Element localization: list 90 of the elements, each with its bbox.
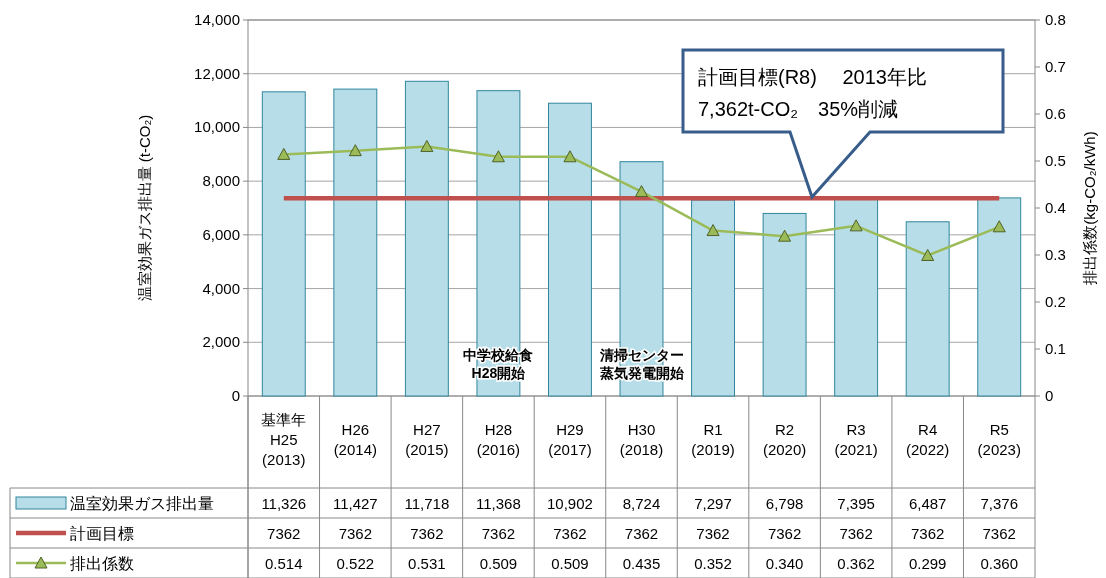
y2-tick-label: 0.3: [1045, 246, 1066, 263]
y-tick-label: 14,000: [194, 11, 240, 28]
y-tick-label: 12,000: [194, 64, 240, 82]
data-label: 0.514: [265, 555, 303, 572]
data-label: 11,368: [476, 495, 521, 512]
x-tick-label: R4 (2022): [906, 421, 950, 458]
data-label: 11,326: [261, 495, 307, 512]
x-tick-label: 基準年 H25 (2013): [261, 411, 307, 468]
annotation: 計画目標(R8) 2013年比 7,362t-CO₂ 35%削減: [698, 66, 927, 120]
data-label: 7362: [696, 525, 730, 542]
point: [706, 224, 720, 237]
data-label: 7,395: [837, 495, 875, 512]
data-label: 0.509: [479, 555, 518, 572]
data-label: 6,798: [765, 495, 804, 512]
y2-tick-label: 0: [1045, 387, 1054, 404]
data-label: 11,718: [404, 495, 450, 512]
y-tick-label: 10,000: [194, 118, 240, 136]
data-label: 7362: [839, 525, 873, 542]
data-label: 0.360: [980, 555, 1018, 572]
data-label: 7,297: [694, 495, 732, 512]
data-label: 7362: [481, 525, 516, 542]
data-label: 0.362: [837, 555, 875, 572]
bar: [762, 212, 807, 397]
y2-tick-label: 0.7: [1045, 58, 1066, 75]
data-label: 7362: [982, 525, 1016, 542]
data-label: 0.352: [694, 555, 732, 572]
legend-label: 温室効果ガス排出量: [70, 495, 214, 512]
data-label: 8,724: [622, 495, 661, 512]
x-tick-label: R2 (2020): [762, 421, 807, 458]
data-label: 7362: [767, 525, 802, 542]
bar: [261, 91, 306, 397]
x-tick-label: H30 (2018): [619, 421, 664, 458]
point: [420, 139, 434, 152]
legend-label: 計画目標: [70, 525, 134, 542]
data-label: 0.340: [765, 555, 804, 572]
y2-tick-label: 0.5: [1045, 152, 1066, 169]
y2-tick-label: 0.6: [1045, 105, 1066, 122]
point: [778, 229, 792, 242]
y-tick-label: 8,000: [202, 172, 240, 190]
data-label: 0.299: [908, 555, 947, 572]
bar: [691, 199, 736, 397]
y-tick-label: 0: [231, 387, 240, 404]
point: [491, 150, 505, 163]
data-label: 0.435: [622, 555, 661, 572]
bar: [404, 80, 449, 397]
data-label: 0.531: [408, 555, 446, 572]
bar: [905, 221, 950, 397]
data-label: 7362: [410, 525, 444, 542]
callout: 計画目標(R8) 2013年比 7,362t-CO₂ 35%削減: [681, 48, 1005, 200]
data-label: 7362: [553, 525, 587, 542]
y2-tick-label: 0.2: [1045, 293, 1066, 310]
x-tick-label: H26 (2014): [333, 421, 377, 458]
y2-tick-label: 0.4: [1045, 199, 1066, 216]
bar: [977, 197, 1022, 397]
data-label: 7362: [338, 525, 373, 542]
bar: [333, 88, 378, 397]
annotation: 清掃センター: [598, 347, 684, 363]
annotation: H28開始: [471, 365, 527, 381]
legend-label: 排出係数: [70, 555, 134, 572]
point: [348, 144, 362, 157]
x-tick-label: H28 (2016): [476, 421, 521, 458]
y2-tick-label: 0.8: [1045, 11, 1066, 28]
x-tick-label: H27 (2015): [405, 421, 449, 458]
annotation: 蒸気発電開始: [598, 365, 685, 381]
x-tick-label: R5 (2023): [977, 421, 1021, 458]
y-tick-label: 4,000: [202, 279, 240, 297]
y2-axis-title: 排出係数(kg-CO₂/kWh): [1081, 131, 1098, 285]
data-label: 0.509: [551, 555, 589, 572]
data-label: 11,427: [332, 495, 378, 512]
y2-tick-label: 0.1: [1045, 340, 1066, 357]
y-tick-label: 2,000: [202, 333, 240, 351]
data-label: 7,376: [980, 495, 1018, 512]
x-tick-label: R1 (2019): [691, 421, 735, 458]
y-tick-label: 6,000: [202, 225, 240, 243]
data-label: 7362: [910, 525, 945, 542]
data-label: 10,902: [547, 495, 593, 512]
data-label: 7362: [267, 525, 301, 542]
point: [277, 147, 291, 160]
point: [563, 150, 577, 163]
data-label: 6,487: [908, 495, 947, 512]
data-label: 7362: [624, 525, 659, 542]
data-label: 0.522: [336, 555, 375, 572]
point: [849, 219, 863, 232]
x-tick-label: H29 (2017): [548, 421, 592, 458]
bar: [547, 102, 592, 397]
y-axis-title: 温室効果ガス排出量 (t-CO₂): [136, 114, 153, 302]
point: [635, 185, 648, 198]
point: [992, 220, 1006, 233]
point: [921, 248, 935, 261]
x-tick-label: R3 (2021): [834, 421, 878, 458]
